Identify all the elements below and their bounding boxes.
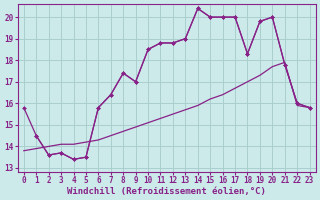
X-axis label: Windchill (Refroidissement éolien,°C): Windchill (Refroidissement éolien,°C) — [67, 187, 266, 196]
